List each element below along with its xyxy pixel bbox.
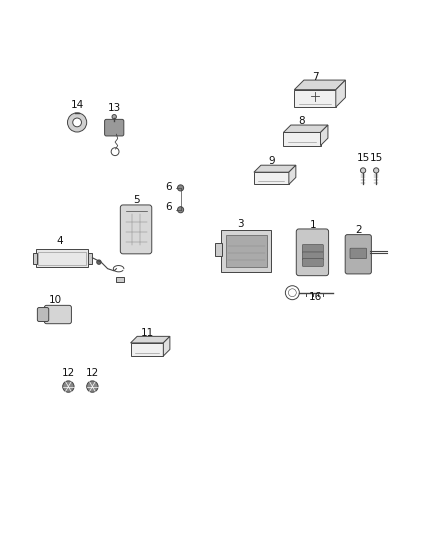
Polygon shape: [283, 133, 321, 146]
Polygon shape: [336, 80, 346, 107]
Circle shape: [374, 168, 379, 173]
FancyBboxPatch shape: [302, 259, 323, 266]
Text: 6: 6: [165, 182, 172, 192]
FancyBboxPatch shape: [302, 252, 323, 260]
Bar: [35, 249, 88, 268]
Circle shape: [97, 260, 101, 264]
Bar: [38, 252, 86, 265]
Bar: [32, 253, 37, 264]
Text: 6: 6: [165, 202, 172, 212]
Bar: [117, 277, 124, 282]
Polygon shape: [321, 125, 328, 146]
Bar: [215, 244, 223, 256]
Polygon shape: [131, 336, 170, 343]
Text: 12: 12: [62, 368, 75, 378]
Circle shape: [112, 115, 117, 119]
Text: 11: 11: [140, 328, 154, 338]
Text: 13: 13: [108, 103, 121, 113]
Polygon shape: [254, 172, 289, 184]
Bar: [88, 253, 92, 264]
Circle shape: [67, 113, 87, 132]
Text: 4: 4: [57, 236, 63, 246]
FancyBboxPatch shape: [302, 245, 323, 252]
FancyBboxPatch shape: [105, 119, 124, 136]
Text: 14: 14: [71, 100, 84, 110]
FancyBboxPatch shape: [120, 205, 152, 254]
Polygon shape: [283, 125, 328, 133]
FancyBboxPatch shape: [296, 229, 328, 276]
Bar: [226, 235, 267, 266]
Text: 5: 5: [133, 196, 139, 205]
Text: 16: 16: [308, 292, 321, 302]
Text: 15: 15: [357, 152, 370, 163]
Polygon shape: [254, 165, 296, 172]
Polygon shape: [294, 80, 346, 90]
FancyBboxPatch shape: [345, 235, 371, 274]
Polygon shape: [294, 90, 336, 107]
Text: 2: 2: [355, 224, 362, 235]
Text: 12: 12: [86, 368, 99, 378]
Text: 7: 7: [312, 72, 318, 82]
Circle shape: [63, 381, 74, 392]
Text: 1: 1: [310, 220, 316, 230]
Text: 3: 3: [237, 219, 244, 229]
Text: 9: 9: [268, 156, 275, 166]
Circle shape: [73, 118, 81, 127]
FancyBboxPatch shape: [37, 308, 49, 321]
Circle shape: [87, 381, 98, 392]
FancyBboxPatch shape: [350, 248, 367, 259]
Polygon shape: [131, 343, 163, 356]
Text: 15: 15: [370, 152, 383, 163]
Bar: [221, 230, 272, 272]
Text: 10: 10: [49, 295, 62, 305]
Circle shape: [177, 185, 184, 191]
Circle shape: [177, 207, 184, 213]
Circle shape: [360, 168, 366, 173]
FancyBboxPatch shape: [44, 305, 71, 324]
Polygon shape: [289, 165, 296, 184]
Text: 8: 8: [299, 116, 305, 126]
Polygon shape: [163, 336, 170, 356]
